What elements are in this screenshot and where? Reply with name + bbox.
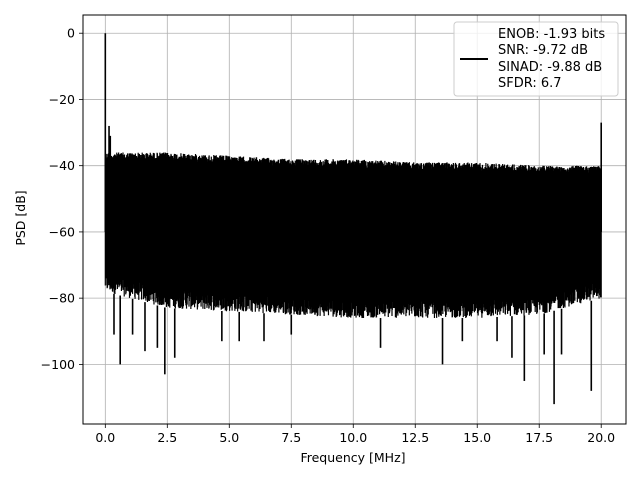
x-tick-label: 10.0: [339, 430, 367, 445]
legend-entry-sfdr: SFDR: 6.7: [498, 76, 562, 91]
legend-entry-sinad: SINAD: -9.88 dB: [498, 60, 602, 75]
y-tick-label: −40: [49, 158, 75, 173]
axes-frame: [82, 14, 627, 425]
y-tick-label: −20: [49, 92, 75, 107]
y-tick-label: −80: [49, 291, 75, 306]
x-axis-label: Frequency [MHz]: [300, 450, 405, 465]
x-tick-label: 20.0: [587, 430, 615, 445]
legend-entry-snr: SNR: -9.72 dB: [498, 43, 588, 58]
psd-noise-body: [105, 162, 602, 285]
legend: ENOB: -1.93 bits SNR: -9.72 dB SINAD: -9…: [453, 21, 619, 97]
y-axis-label: PSD [dB]: [13, 190, 28, 245]
x-tick-label: 7.5: [281, 430, 301, 445]
axis-ticks: 0.0 2.5 5.0 7.5 10.0 12.5 15.0 17.5 20.0 0 −20 −40 −…: [41, 26, 616, 445]
x-tick-label: 2.5: [157, 430, 177, 445]
x-tick-label: 0.0: [95, 430, 115, 445]
legend-box: [453, 21, 619, 97]
legend-entry-enob: ENOB: -1.93 bits: [498, 27, 605, 42]
plot-area: [104, 33, 603, 405]
x-tick-label: 12.5: [401, 430, 429, 445]
y-tick-label: −60: [49, 224, 75, 239]
x-tick-label: 5.0: [219, 430, 239, 445]
y-tick-label: 0: [67, 26, 75, 41]
x-tick-label: 15.0: [463, 430, 491, 445]
y-tick-label: −100: [41, 357, 75, 372]
x-tick-label: 17.5: [525, 430, 553, 445]
